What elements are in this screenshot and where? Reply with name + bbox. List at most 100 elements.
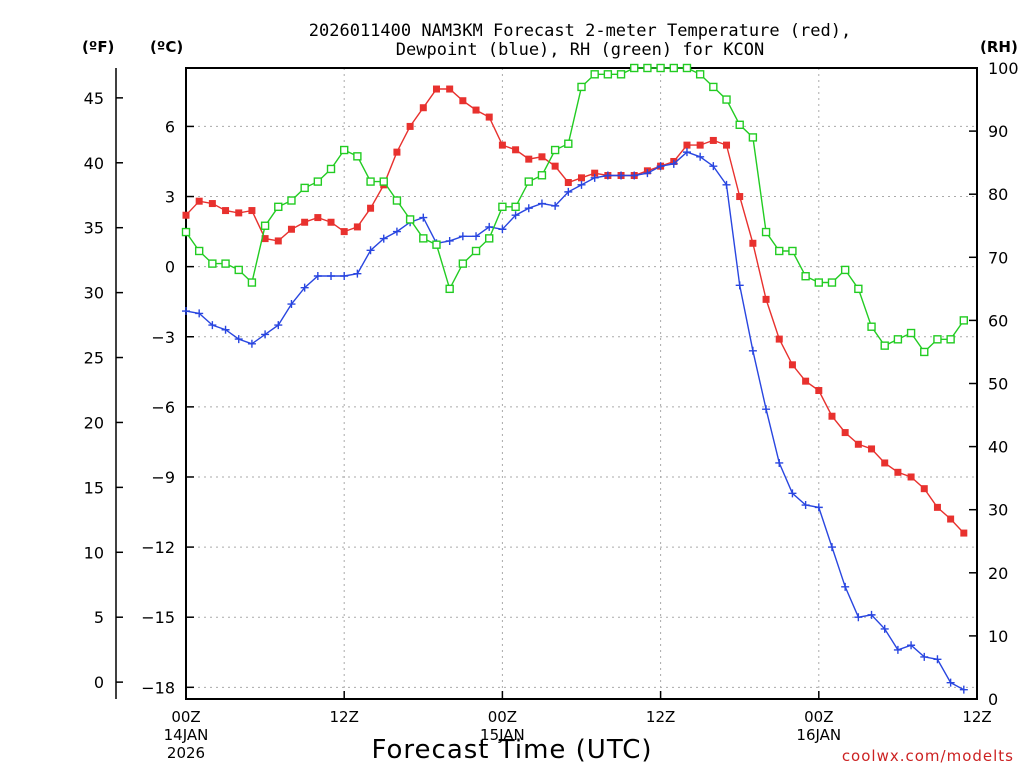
c-tick-label: −18 — [141, 678, 175, 697]
rh-point — [748, 133, 758, 142]
dewpoint-point — [827, 543, 836, 552]
rh-point — [313, 177, 323, 186]
rh-point — [577, 82, 586, 92]
dewpoint-point — [524, 204, 533, 213]
temperature-point — [683, 141, 691, 149]
rh-point — [392, 196, 402, 205]
temperature-point — [749, 239, 757, 247]
rh-point — [326, 164, 336, 174]
dewpoint-point — [274, 321, 283, 330]
rh-point — [405, 215, 415, 224]
dewpoint-point — [946, 678, 955, 687]
temperature-point — [841, 429, 849, 437]
rh-point — [208, 259, 217, 268]
rh-point — [906, 328, 916, 338]
temperature-point — [736, 193, 744, 201]
f-tick-label: 15 — [84, 478, 104, 497]
rh-tick-label: 10 — [988, 627, 1008, 646]
rh-point — [867, 322, 876, 331]
c-tick-label: −12 — [141, 538, 175, 557]
x-tick-date: 15JAN — [480, 726, 525, 744]
data-series — [181, 63, 969, 694]
temperature-point — [802, 377, 810, 385]
rh-tick-label: 100 — [988, 59, 1019, 78]
temperature-point — [551, 162, 559, 170]
temperature-point — [591, 169, 599, 177]
dewpoint-point — [735, 281, 744, 290]
rh-point — [379, 177, 388, 186]
dewpoint-point — [603, 171, 612, 180]
temperature-point — [367, 204, 375, 212]
temperature-point — [881, 459, 889, 467]
temperature-point — [578, 174, 585, 182]
dewpoint-point — [920, 652, 929, 661]
temperature-point — [472, 106, 480, 114]
temperature-point — [459, 97, 467, 105]
temperature-point — [498, 141, 506, 149]
temperature-point — [222, 207, 230, 215]
temperature-point — [788, 361, 796, 369]
temperature-point — [274, 237, 282, 245]
f-tick-label: 40 — [84, 154, 104, 173]
plot-frame — [185, 67, 978, 700]
series-temperature — [182, 85, 968, 537]
credit-link[interactable]: coolwx.com/modelts — [842, 747, 1014, 765]
temperature-point — [261, 235, 269, 243]
c-tick-label: −9 — [151, 468, 175, 487]
rh-tick-label: 80 — [988, 185, 1008, 204]
dewpoint-point — [511, 211, 520, 220]
dewpoint-point — [445, 236, 454, 245]
dewpoint-point — [234, 335, 243, 344]
temperature-point — [419, 104, 427, 112]
dewpoint-point — [327, 271, 336, 280]
temperature-point — [723, 141, 731, 149]
dewpoint-point — [801, 501, 810, 510]
dewpoint-point — [814, 503, 823, 512]
chart-title-line1: 2026011400 NAM3KM Forecast 2-meter Tempe… — [309, 21, 851, 41]
temperature-point — [195, 197, 203, 205]
rh-tick-label: 30 — [988, 501, 1008, 520]
series-rh — [181, 63, 969, 357]
rh-point — [458, 259, 468, 268]
dewpoint-point — [379, 234, 388, 243]
rh-point — [682, 63, 692, 73]
rh-point — [550, 145, 560, 155]
rh-tick-label: 40 — [988, 438, 1008, 457]
rh-point — [893, 335, 903, 344]
dewpoint-point — [195, 309, 204, 318]
rh-point — [616, 70, 626, 79]
temperature-point — [327, 218, 335, 226]
temperature-point — [854, 440, 862, 448]
chart-title-line2: Dewpoint (blue), RH (green) for KCON — [396, 40, 764, 60]
dewpoint-point — [775, 458, 784, 467]
temperature-line — [185, 88, 965, 534]
dewpoint-point — [669, 159, 678, 168]
rh-point — [709, 82, 718, 92]
rh-point — [827, 278, 837, 287]
rh-point — [603, 70, 613, 79]
dewpoint-point — [313, 271, 322, 280]
temperature-point — [894, 468, 902, 476]
rh-point — [432, 240, 441, 249]
rh-point — [300, 183, 309, 193]
c-tick-label: 3 — [165, 188, 175, 207]
dewpoint-point — [472, 232, 481, 241]
dewpoint-point — [498, 225, 507, 234]
temperature-point — [208, 200, 216, 208]
rh-point — [630, 63, 639, 73]
x-tick-label: 00Z — [488, 708, 517, 726]
rh-tick-label: 60 — [988, 311, 1008, 330]
dewpoint-point — [300, 283, 309, 292]
c-tick-label: 0 — [165, 258, 175, 277]
rh-tick-label: 70 — [988, 248, 1008, 267]
rh-point — [445, 284, 454, 294]
temperature-point — [248, 207, 256, 215]
temperature-point — [235, 209, 243, 217]
dewpoint-point — [880, 624, 889, 633]
x-tick-date: 16JAN — [796, 726, 841, 744]
dewpoint-point — [182, 307, 190, 316]
rh-tick-label: 0 — [988, 690, 998, 709]
dewpoint-point — [748, 346, 757, 355]
temperature-point — [696, 141, 704, 149]
dewpoint-point — [221, 325, 230, 334]
